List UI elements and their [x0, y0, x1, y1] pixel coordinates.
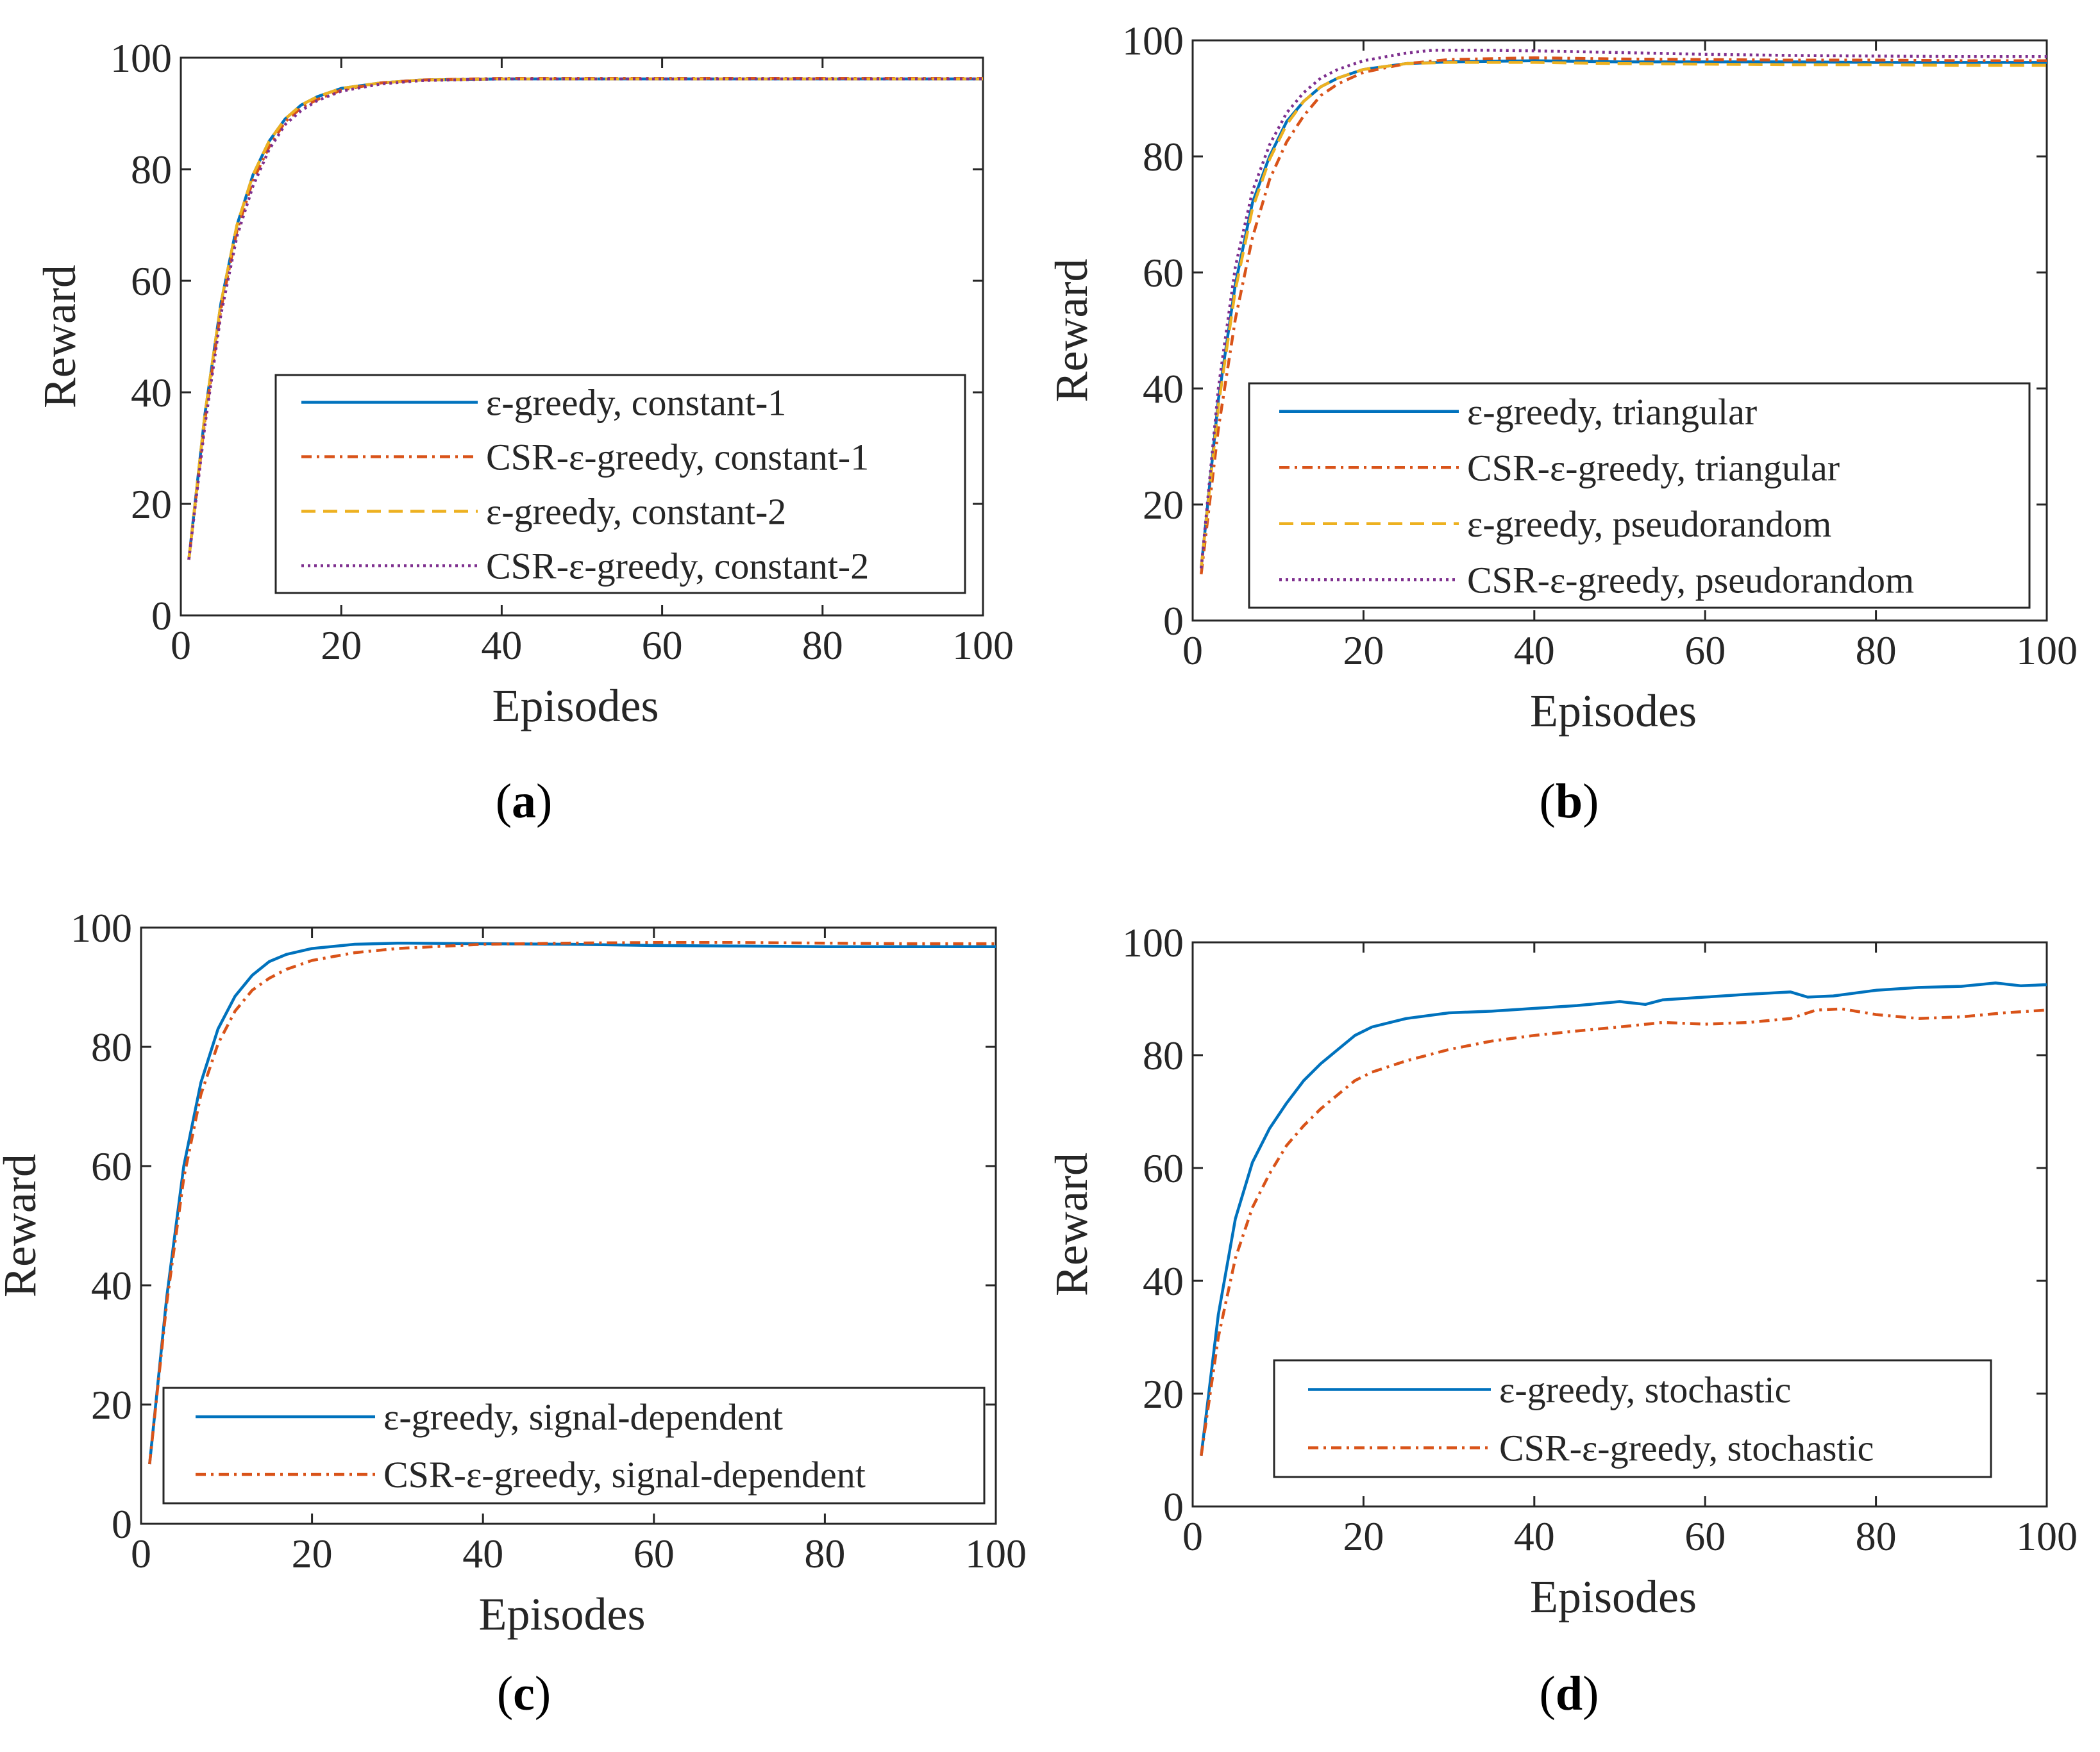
x-tick-label: 60 [1684, 1514, 1726, 1559]
x-tick-label: 0 [131, 1531, 151, 1576]
y-tick-label: 80 [1143, 1033, 1184, 1078]
x-tick-label: 80 [1856, 628, 1897, 673]
y-tick-label: 40 [1143, 1258, 1184, 1304]
panel-caption: (d) [1540, 1667, 1599, 1721]
legend-label: ε-greedy, triangular [1467, 391, 1757, 433]
y-tick-label: 40 [131, 370, 172, 415]
y-tick-label: 40 [91, 1263, 132, 1308]
x-tick-label: 60 [642, 622, 683, 668]
legend-label: ε-greedy, signal-dependent [383, 1396, 783, 1438]
y-tick-label: 100 [110, 35, 172, 81]
legend-box [1248, 382, 2031, 609]
series-line [1200, 56, 2047, 574]
x-tick-label: 0 [171, 622, 191, 668]
series-line [148, 941, 996, 1465]
x-tick-label: 40 [462, 1531, 503, 1576]
x-tick-label: 80 [802, 622, 843, 668]
panel-b: 0 20 40 60 80 100 0 20 40 60 80 100 Episodes Reward ε-… [1046, 18, 2078, 828]
series-group [187, 76, 983, 560]
legend-box [274, 374, 966, 594]
x-tick-label: 60 [1684, 628, 1726, 673]
legend-label: ε-greedy, stochastic [1499, 1369, 1791, 1411]
x-tick-label: 100 [965, 1531, 1027, 1576]
y-axis-label: Reward [1046, 1153, 1097, 1296]
x-tick-label: 100 [2016, 628, 2078, 673]
y-tick-label: 0 [1163, 1484, 1184, 1530]
legend-label: CSR-ε-greedy, constant-1 [486, 437, 869, 478]
x-tick-label: 40 [1514, 1514, 1555, 1559]
y-tick-label: 0 [1163, 598, 1184, 644]
x-axis-label: Episodes [1530, 685, 1697, 737]
y-tick-label: 20 [131, 481, 172, 527]
x-tick-label: 20 [292, 1531, 333, 1576]
x-tick-label: 40 [481, 622, 522, 668]
legend-label: CSR-ε-greedy, signal-dependent [383, 1454, 866, 1496]
panel-caption: (c) [497, 1667, 551, 1721]
y-tick-label: 20 [1143, 1371, 1184, 1417]
x-tick-label: 80 [804, 1531, 845, 1576]
series-line [1200, 981, 2047, 1456]
legend-label: ε-greedy, constant-2 [486, 491, 786, 533]
legend-label: ε-greedy, constant-1 [486, 382, 786, 424]
series-line [187, 77, 983, 560]
x-tick-label: 100 [952, 622, 1014, 668]
x-axis-label: Episodes [1530, 1571, 1697, 1623]
series-line [1200, 1007, 2047, 1456]
x-tick-label: 20 [1343, 1514, 1384, 1559]
y-tick-label: 20 [91, 1382, 132, 1428]
panel-caption: (a) [496, 774, 553, 828]
series-line [1200, 61, 2047, 569]
y-axis-label: Reward [34, 265, 85, 408]
y-tick-label: 100 [71, 905, 132, 951]
x-tick-label: 80 [1856, 1514, 1897, 1559]
series-group [148, 941, 996, 1465]
y-tick-label: 100 [1122, 18, 1184, 63]
x-tick-label: 20 [1343, 628, 1384, 673]
y-tick-label: 60 [1143, 250, 1184, 296]
y-tick-label: 100 [1122, 920, 1184, 965]
panel-caption: (b) [1540, 774, 1599, 828]
y-tick-label: 60 [91, 1144, 132, 1189]
y-axis-label: Reward [0, 1154, 46, 1297]
series-line [148, 941, 996, 1465]
legend-label: CSR-ε-greedy, constant-2 [486, 546, 869, 587]
y-tick-label: 80 [91, 1024, 132, 1070]
x-axis-label: Episodes [492, 680, 659, 731]
y-tick-label: 40 [1143, 366, 1184, 412]
y-tick-label: 80 [1143, 134, 1184, 179]
legend-box [1273, 1359, 1992, 1478]
series-group [1200, 49, 2047, 574]
panel-a: 0 20 40 60 80 100 0 20 40 60 80 100 Episodes Reward ε-… [34, 35, 1014, 828]
x-axis-label: Episodes [479, 1589, 646, 1640]
y-tick-label: 80 [131, 147, 172, 192]
x-tick-label: 100 [2016, 1514, 2078, 1559]
series-group [1200, 981, 2047, 1456]
x-tick-label: 60 [634, 1531, 675, 1576]
x-tick-label: 40 [1514, 628, 1555, 673]
x-tick-label: 0 [1182, 628, 1203, 673]
y-tick-label: 0 [151, 593, 172, 638]
panel-c: 0 20 40 60 80 100 0 20 40 60 80 100 Episodes Reward ε-… [0, 905, 1027, 1721]
series-line [1200, 49, 2047, 569]
y-tick-label: 20 [1143, 482, 1184, 528]
legend-label: CSR-ε-greedy, stochastic [1499, 1428, 1874, 1469]
y-tick-label: 60 [1143, 1146, 1184, 1191]
legend-label: CSR-ε-greedy, triangular [1467, 447, 1840, 488]
x-tick-label: 0 [1182, 1514, 1203, 1559]
x-tick-label: 20 [321, 622, 362, 668]
panel-d: 0 20 40 60 80 100 0 20 40 60 80 100 Episodes Reward ε-… [1046, 920, 2078, 1721]
legend-label: CSR-ε-greedy, pseudorandom [1467, 559, 1914, 601]
legend-label: ε-greedy, pseudorandom [1467, 503, 1831, 545]
legend-box [162, 1387, 986, 1505]
y-tick-label: 60 [131, 258, 172, 304]
y-tick-label: 0 [112, 1501, 132, 1547]
y-axis-label: Reward [1046, 259, 1097, 403]
